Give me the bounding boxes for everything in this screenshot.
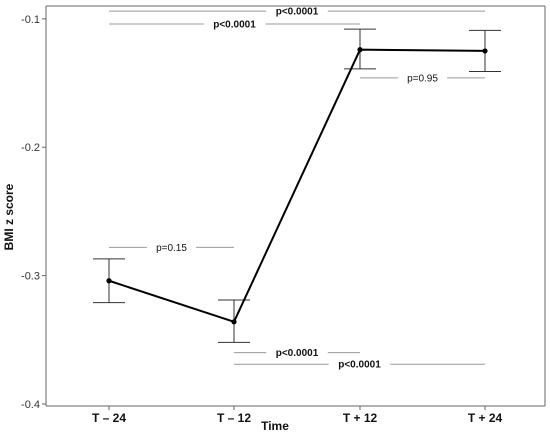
x-tick-label: T – 12 xyxy=(217,411,251,425)
x-tick-label: T + 24 xyxy=(468,411,503,425)
x-tick-label: T – 24 xyxy=(92,411,126,425)
data-point xyxy=(231,319,237,325)
y-axis-label: BMI z score xyxy=(2,183,16,250)
y-tick-label: -0.4 xyxy=(21,399,40,411)
annotation-label: p<0.0001 xyxy=(276,348,319,359)
annotation-label: p<0.0001 xyxy=(276,7,319,18)
x-tick-label: T + 12 xyxy=(343,411,378,425)
series-line xyxy=(108,48,486,324)
y-tick-label: -0.2 xyxy=(21,142,40,154)
annotation-label: p=0.15 xyxy=(156,243,187,254)
annotation-label: p=0.95 xyxy=(407,73,438,84)
y-tick-label: -0.3 xyxy=(21,271,40,283)
x-axis-label: Time xyxy=(261,419,289,433)
data-point xyxy=(357,47,363,53)
annotation-label: p<0.0001 xyxy=(338,360,381,371)
annotation-label: p<0.0001 xyxy=(213,19,256,30)
data-point xyxy=(106,278,112,284)
significance-annotations: p<0.0001 p<0.0001 p=0.95 p=0.15 p<0.0001 p<0.… xyxy=(109,7,485,371)
axes: -0.1 -0.2 -0.3 -0.4 T – 24 T – 12 T + 12 T + 24 xyxy=(21,5,546,425)
series xyxy=(106,47,488,325)
data-point xyxy=(482,48,488,54)
y-tick-label: -0.1 xyxy=(21,14,40,26)
